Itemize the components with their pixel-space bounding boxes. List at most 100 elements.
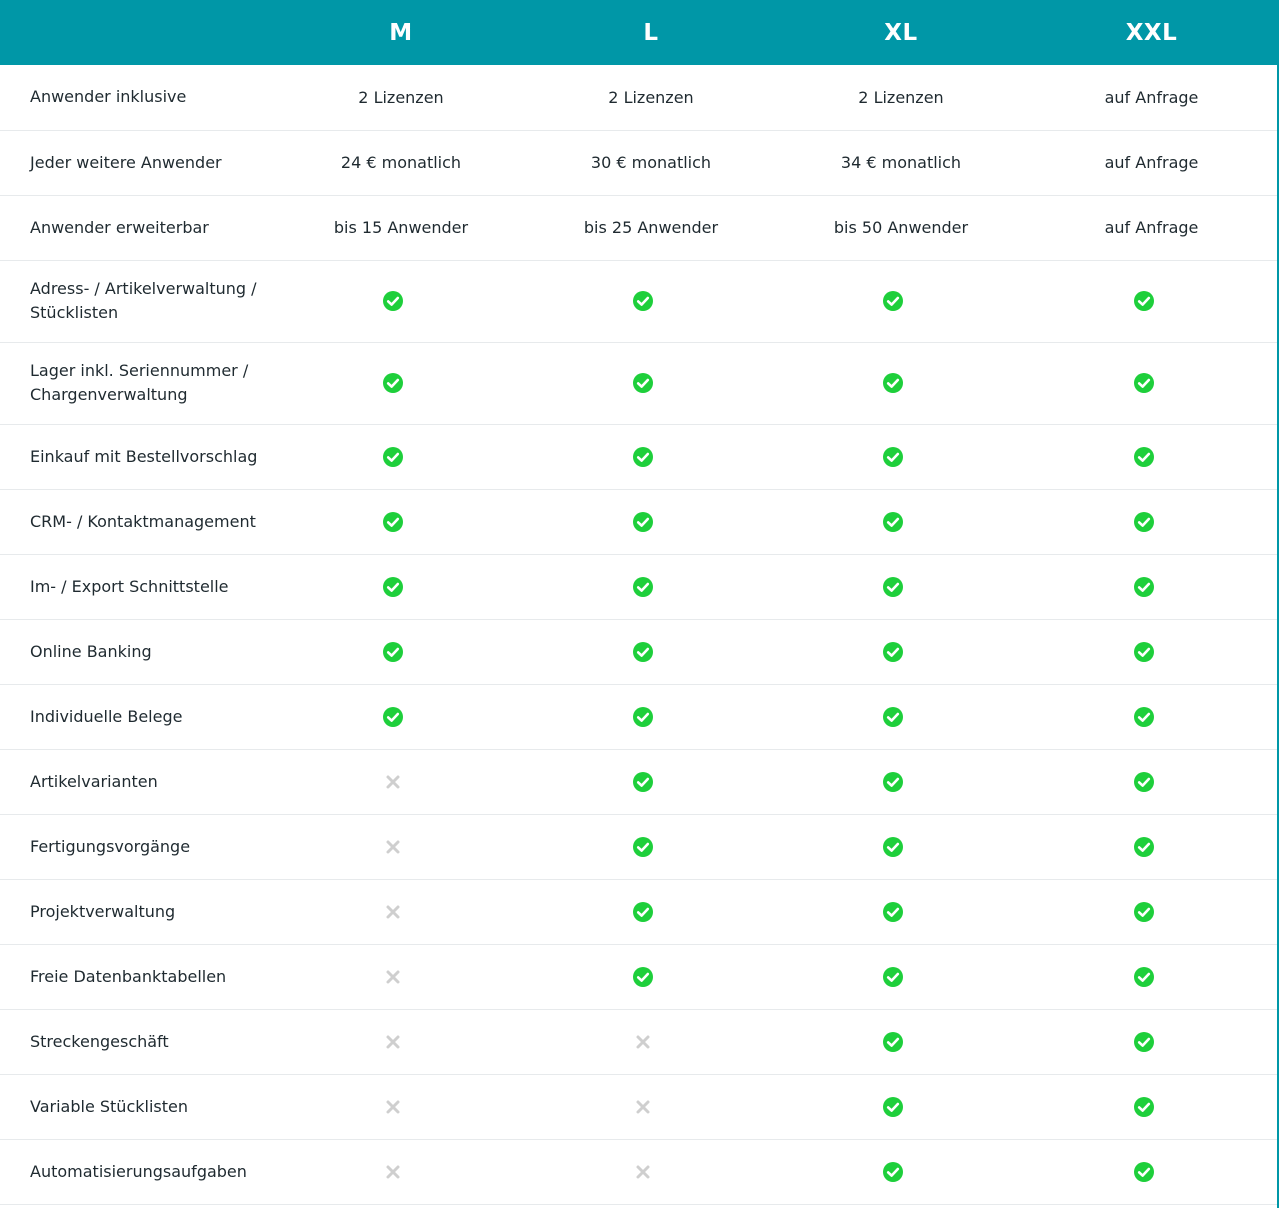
check-icon [633, 966, 653, 987]
feature-label: Adress- / Artikelverwaltung / Stücklisten [0, 260, 276, 343]
cell-l [526, 554, 776, 620]
feature-label: Automatisierungsaufgaben [0, 1139, 276, 1205]
check-icon [1133, 373, 1154, 394]
cell-xl [776, 879, 1026, 945]
table-row: Streckengeschäft [0, 1009, 1277, 1075]
cell-xxl [1026, 554, 1277, 620]
header-empty-cell [0, 0, 276, 65]
feature-label: Projektverwaltung [0, 879, 276, 945]
cell-l: 2 Lizenzen [526, 65, 776, 131]
check-icon [633, 576, 653, 597]
table-row: Projektverwaltung [0, 879, 1277, 945]
check-icon [633, 373, 653, 394]
check-icon [633, 706, 653, 727]
cell-xl [776, 260, 1026, 343]
check-icon [883, 1161, 903, 1182]
cell-l [526, 1074, 776, 1140]
check-icon [383, 706, 403, 727]
cell-l [526, 342, 776, 425]
plan-header-m: M [389, 19, 413, 46]
cell-l [526, 684, 776, 750]
table-row: Lager inkl. Seriennummer / Chargenverwalt… [0, 342, 1277, 425]
cell-m: 24 € monatlich [276, 130, 526, 196]
feature-label: Fertigungsvorgänge [0, 814, 276, 880]
cell-l [526, 424, 776, 490]
feature-label-line: Stücklisten [30, 303, 119, 322]
cell-xxl [1026, 619, 1277, 685]
check-icon [1133, 641, 1154, 662]
cell-xl [776, 944, 1026, 1010]
feature-label: Streckengeschäft [0, 1009, 276, 1075]
cell-xl [776, 554, 1026, 620]
cell-xl: 2 Lizenzen [776, 65, 1026, 131]
cell-m [276, 1009, 526, 1075]
check-icon [383, 373, 403, 394]
check-icon [883, 446, 903, 467]
cell-xl [776, 1139, 1026, 1205]
plan-header-xxl: XXL [1125, 19, 1178, 46]
cell-m [276, 814, 526, 880]
check-icon [633, 291, 653, 312]
cell-l: 30 € monatlich [526, 130, 776, 196]
table-row: Individuelle Belege [0, 684, 1277, 750]
check-icon [883, 291, 903, 312]
check-icon [1133, 1096, 1154, 1117]
table-row: Anwender inklusive 2 Lizenzen 2 Lizenzen 2 … [0, 65, 1277, 131]
cell-xl [776, 684, 1026, 750]
cell-m [276, 424, 526, 490]
plan-header-l: L [643, 19, 659, 46]
check-icon [1133, 291, 1154, 312]
cell-xxl [1026, 489, 1277, 555]
cell-xxl [1026, 424, 1277, 490]
feature-label-line: Lager inkl. Seriennummer / [30, 361, 249, 380]
check-icon [883, 511, 903, 532]
check-icon [1133, 1161, 1154, 1182]
cross-icon [383, 1097, 403, 1117]
check-icon [1133, 511, 1154, 532]
feature-label: Individuelle Belege [0, 684, 276, 750]
cross-icon [383, 967, 403, 987]
table-row: CRM- / Kontaktmanagement [0, 489, 1277, 555]
cell-xl [776, 1074, 1026, 1140]
check-icon [883, 966, 903, 987]
cell-xl [776, 489, 1026, 555]
check-icon [1133, 1031, 1154, 1052]
check-icon [1133, 771, 1154, 792]
feature-label: Artikelvarianten [0, 749, 276, 815]
check-icon [1133, 446, 1154, 467]
cell-l [526, 619, 776, 685]
cross-icon [633, 1032, 653, 1052]
cell-xl [776, 424, 1026, 490]
check-icon [383, 446, 403, 467]
check-icon [883, 901, 903, 922]
check-icon [883, 706, 903, 727]
table-row: Jeder weitere Anwender 24 € monatlich 30 €… [0, 130, 1277, 196]
cross-icon [383, 837, 403, 857]
cell-xxl [1026, 814, 1277, 880]
check-icon [1133, 836, 1154, 857]
check-icon [633, 511, 653, 532]
cell-m: bis 15 Anwender [276, 195, 526, 261]
cell-xxl [1026, 1009, 1277, 1075]
check-icon [1133, 576, 1154, 597]
check-icon [633, 771, 653, 792]
cell-m [276, 944, 526, 1010]
table-row: Fertigungsvorgänge [0, 814, 1277, 880]
check-icon [883, 1031, 903, 1052]
cell-m [276, 1139, 526, 1205]
table-row: Freie Datenbanktabellen [0, 944, 1277, 1010]
table-row: Adress- / Artikelverwaltung / Stücklisten [0, 260, 1277, 343]
cell-m [276, 342, 526, 425]
cell-xl [776, 619, 1026, 685]
table-row: Variable Stücklisten [0, 1074, 1277, 1140]
cell-m [276, 619, 526, 685]
check-icon [633, 901, 653, 922]
cell-xxl [1026, 684, 1277, 750]
cell-l [526, 260, 776, 343]
cell-xl [776, 342, 1026, 425]
check-icon [633, 446, 653, 467]
check-icon [1133, 706, 1154, 727]
check-icon [633, 836, 653, 857]
